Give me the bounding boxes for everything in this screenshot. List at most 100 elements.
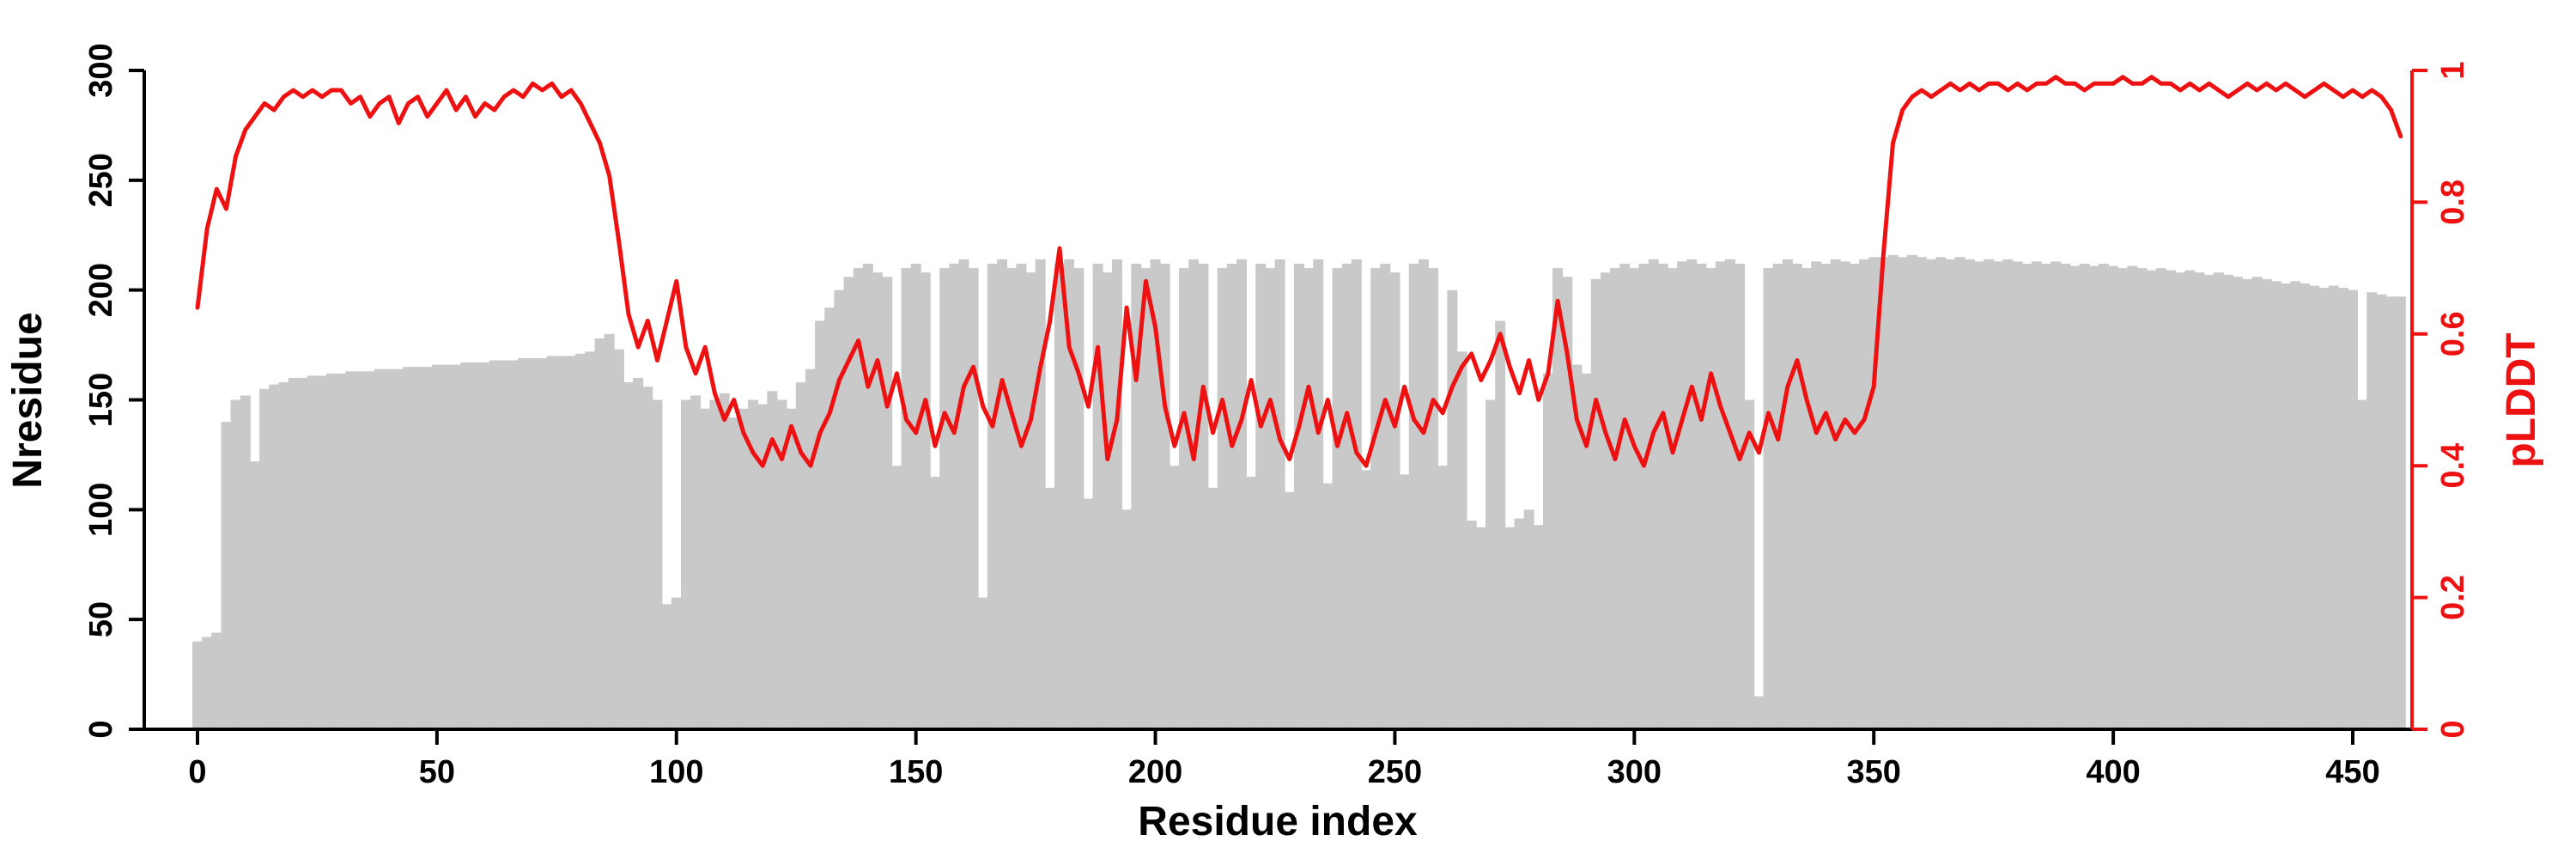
nresidue-bar — [1581, 373, 1592, 729]
nresidue-bar — [451, 364, 462, 729]
nresidue-bar — [230, 399, 241, 729]
nresidue-bar — [594, 338, 605, 729]
y-left-tick-label: 100 — [83, 483, 119, 537]
nresidue-bar — [1887, 254, 1899, 729]
nresidue-bar — [1715, 261, 1726, 729]
nresidue-bar — [1399, 474, 1410, 729]
nresidue-bar — [623, 382, 634, 729]
nresidue-bar — [1772, 264, 1783, 729]
nresidue-bar — [1236, 259, 1247, 729]
nresidue-bar — [460, 362, 471, 729]
nresidue-bar — [556, 356, 567, 729]
nresidue-bar — [1945, 259, 1956, 729]
nresidue-bar — [221, 422, 232, 729]
nresidue-bar — [259, 388, 270, 729]
nresidue-bar — [1274, 259, 1285, 729]
nresidue-bar — [1820, 264, 1832, 729]
nresidue-bar — [1705, 268, 1716, 730]
nresidue-bar — [1198, 264, 1209, 729]
nresidue-bar — [1993, 261, 2004, 729]
nresidue-bar — [2376, 294, 2387, 729]
nresidue-bar — [1255, 264, 1267, 729]
plddt-line — [195, 75, 2403, 468]
nresidue-bar — [1475, 527, 1486, 729]
nresidue-bar — [738, 408, 749, 729]
y-right-tick-label: 0.8 — [2435, 180, 2471, 225]
nresidue-bar — [1437, 466, 1449, 729]
nresidue-bar — [384, 369, 395, 729]
nresidue-bar — [767, 391, 778, 729]
nresidue-bar — [364, 371, 375, 729]
nresidue-bar — [1533, 525, 1544, 729]
nresidue-bar — [1811, 261, 1822, 729]
nresidue-bar — [1293, 264, 1304, 729]
nresidue-bar — [374, 369, 385, 729]
nresidue-bar — [1668, 268, 1678, 730]
y-left-tick-label: 200 — [83, 263, 119, 317]
nresidue-bar — [1246, 477, 1257, 729]
nresidue-bar — [1696, 264, 1707, 729]
nresidue-bar — [1523, 509, 1534, 729]
nresidue-bar — [1121, 509, 1133, 729]
axes — [129, 69, 2427, 745]
nresidue-bar — [776, 399, 787, 729]
nresidue-bar — [1102, 272, 1113, 729]
nresidue-bar — [1657, 264, 1668, 729]
nresidue-bar — [1600, 272, 1611, 729]
nresidue-bar — [2041, 264, 2051, 729]
nresidue-bar — [633, 377, 644, 729]
nresidue-bar — [1638, 264, 1649, 729]
nresidue-bar — [1897, 257, 1908, 729]
nresidue-bar — [202, 637, 213, 729]
nresidue-bar — [2242, 278, 2253, 729]
nresidue-bar — [1849, 264, 1860, 729]
nresidue-bar — [642, 387, 653, 729]
nresidue-bar — [2395, 296, 2406, 729]
nresidue-bar — [949, 264, 960, 729]
nresidue-bar — [834, 289, 845, 729]
nresidue-bar — [1140, 268, 1151, 730]
nresidue-bar — [250, 461, 260, 729]
y-left-tick-label: 250 — [83, 153, 119, 207]
nresidue-bar — [2136, 268, 2148, 730]
nresidue-bar — [489, 360, 500, 729]
nresidue-bar — [1466, 521, 1477, 729]
x-tick-label: 50 — [419, 754, 455, 790]
nresidue-bar — [1044, 487, 1055, 729]
nresidue-bar — [997, 259, 1008, 729]
nresidue-bar — [441, 364, 453, 729]
nresidue-bar — [1447, 289, 1458, 729]
nresidue-bar — [1485, 399, 1496, 729]
x-tick-label: 100 — [649, 754, 703, 790]
nresidue-bar — [1073, 268, 1084, 730]
nresidue-bar — [537, 357, 548, 729]
nresidue-bar — [1753, 696, 1765, 729]
nresidue-bar — [1150, 259, 1161, 729]
nresidue-bar — [1792, 264, 1802, 729]
nresidue-bar — [1974, 261, 1984, 729]
nresidue-bar — [211, 632, 222, 729]
nresidue-bar — [815, 320, 826, 729]
nresidue-bar — [968, 268, 979, 730]
nresidue-bar — [1131, 264, 1142, 729]
nresidue-bar — [604, 333, 615, 729]
nresidue-bar — [1878, 257, 1889, 729]
nresidue-bar — [518, 357, 529, 729]
nresidue-bar — [728, 417, 739, 729]
nresidue-bar — [2060, 264, 2071, 729]
nresidue-bar — [336, 373, 347, 729]
x-tick-label: 150 — [889, 754, 943, 790]
nresidue-bar — [2012, 261, 2023, 729]
nresidue-bar — [2223, 274, 2233, 729]
nresidue-bar — [1418, 259, 1429, 729]
nresidue-bar — [2213, 272, 2224, 729]
nresidue-bar — [1322, 483, 1334, 729]
nresidue-bar — [2300, 283, 2311, 729]
nresidue-bar — [748, 399, 758, 729]
nresidue-bar — [1917, 257, 1927, 729]
nresidue-bar — [910, 264, 921, 729]
nresidue-bar — [508, 360, 519, 729]
nresidue-bar — [1380, 264, 1391, 729]
nresidue-bar — [403, 367, 414, 729]
